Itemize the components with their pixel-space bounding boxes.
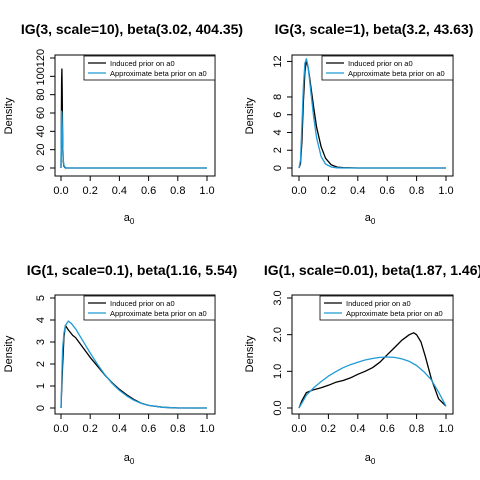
panel-2-lines [298,58,446,169]
y-tick-label: 3.0 [272,290,284,305]
x-tick-label: 1.0 [199,185,214,197]
x-tick-label: 0.2 [83,423,98,435]
approx-beta-line [298,58,446,169]
panel-2-xlabel: a0 [365,212,376,226]
y-tick-label: 120 [35,49,47,67]
x-tick-label: 0.4 [112,185,127,197]
panel-2-y-ticks: 0 2 4 6 8 12 [272,55,292,171]
x-tick-label: 0.0 [291,423,306,435]
panel-3-title: IG(1, scale=0.1), beta(1.16, 5.54) [27,262,238,278]
panel-1-title: IG(3, scale=10), beta(3.02, 404.35) [21,21,243,37]
panel-3-legend-induced-label: Induced prior on a0 [110,299,175,308]
y-tick-label: 4 [272,129,284,135]
panel-2-plot-area [291,54,454,177]
x-tick-label: 0.6 [380,185,395,197]
x-tick-label: 0.6 [380,423,395,435]
y-tick-label: 100 [35,67,47,85]
panel-1-lines [60,68,207,169]
x-tick-label: 0.2 [321,185,336,197]
panel-1-ylabel: Density [3,97,15,134]
y-tick-label: 1.0 [272,364,284,379]
y-tick-label: 4 [35,317,47,323]
panel-1-plot-area [54,54,216,177]
panel-2-x-ticks: 0.0 0.2 0.4 0.6 0.8 1.0 [291,176,454,197]
panel-1-legend: Induced prior on a0 Approximate beta pri… [83,55,216,81]
y-tick-label: 60 [35,107,47,119]
x-tick-label: 0.2 [321,423,336,435]
x-tick-label: 1.0 [438,185,453,197]
y-tick-label: 1 [35,383,47,389]
x-tick-label: 0.4 [350,423,365,435]
panel-4-ylabel: Density [244,335,256,372]
y-tick-label: 5 [35,295,47,301]
y-tick-label: 0 [272,165,284,171]
panel-1-legend-induced-label: Induced prior on a0 [110,59,175,68]
panel-1-legend-beta-label: Approximate beta prior on a0 [110,69,207,78]
panel-3-y-ticks: 0 1 2 3 4 5 [35,295,55,411]
y-tick-label: 0 [35,165,47,171]
panel-4-lines [298,332,447,409]
panel-4-x-ticks: 0.0 0.2 0.4 0.6 0.8 1.0 [291,414,454,435]
panel-2-legend-beta-label: Approximate beta prior on a0 [348,69,445,78]
y-tick-label: 80 [35,89,47,101]
panel-4-legend-induced-label: Induced prior on a0 [346,299,411,308]
panel-3-xlabel: a0 [124,452,135,466]
y-tick-label: 3 [35,339,47,345]
panel-2: IG(3, scale=1), beta(3.2, 43.63) 0.0 0.2 0… [244,21,473,226]
x-tick-label: 0.8 [170,185,185,197]
x-tick-label: 0.8 [170,423,185,435]
induced-prior-line [60,324,207,409]
y-tick-label: 8 [272,94,284,100]
y-tick-label: 0.0 [272,400,284,415]
y-tick-label: 0 [35,405,47,411]
x-tick-label: 1.0 [438,423,453,435]
panel-4-xlabel: a0 [365,452,376,466]
panel-4-y-ticks: 0.0 1.0 2.0 3.0 [272,290,292,416]
panel-3-plot-area [54,294,216,415]
panel-1-xlabel: a0 [124,212,135,226]
panel-3-ylabel: Density [3,335,15,372]
panel-1: IG(3, scale=10), beta(3.02, 404.35) 0.0 0… [3,21,243,226]
x-tick-label: 0.2 [83,185,98,197]
x-tick-label: 0.0 [53,423,68,435]
x-tick-label: 0.4 [112,423,127,435]
panel-2-title: IG(3, scale=1), beta(3.2, 43.63) [275,21,474,37]
y-tick-label: 2.0 [272,327,284,342]
x-tick-label: 0.8 [409,423,424,435]
y-tick-label: 12 [272,55,284,67]
panel-4-title: IG(1, scale=0.01), beta(1.87, 1.46) [264,262,480,278]
panel-2-legend-induced-label: Induced prior on a0 [348,59,413,68]
panel-2-legend: Induced prior on a0 Approximate beta pri… [321,55,454,81]
y-tick-label: 6 [272,112,284,118]
approx-beta-line [60,320,207,409]
x-tick-label: 0.0 [291,185,306,197]
x-tick-label: 0.4 [350,185,365,197]
panel-3-legend: Induced prior on a0 Approximate beta pri… [83,295,216,321]
induced-prior-line [60,68,207,169]
y-tick-label: 2 [272,147,284,153]
x-tick-label: 0.6 [141,185,156,197]
x-tick-label: 0.6 [141,423,156,435]
panel-4-plot-area [291,294,454,415]
panel-4-legend-beta-label: Approximate beta prior on a0 [346,309,443,318]
x-tick-label: 0.8 [409,185,424,197]
y-tick-label: 40 [35,125,47,137]
x-tick-label: 0.0 [53,185,68,197]
x-tick-label: 1.0 [199,423,214,435]
panel-3-legend-beta-label: Approximate beta prior on a0 [110,309,207,318]
panel-3: IG(1, scale=0.1), beta(1.16, 5.54) 0.0 0.… [3,262,237,466]
approx-beta-line [60,110,207,169]
induced-prior-line [298,332,447,409]
panel-4-legend: Induced prior on a0 Approximate beta pri… [319,295,454,321]
y-tick-label: 20 [35,144,47,156]
panel-3-lines [60,320,207,409]
panel-4: IG(1, scale=0.01), beta(1.87, 1.46) 0.0 0… [244,262,480,466]
panel-2-ylabel: Density [244,97,256,134]
panel-1-x-ticks: 0.0 0.2 0.4 0.6 0.8 1.0 [53,176,215,197]
y-tick-label: 2 [35,361,47,367]
approx-beta-line [298,356,447,409]
panel-3-x-ticks: 0.0 0.2 0.4 0.6 0.8 1.0 [53,414,215,435]
